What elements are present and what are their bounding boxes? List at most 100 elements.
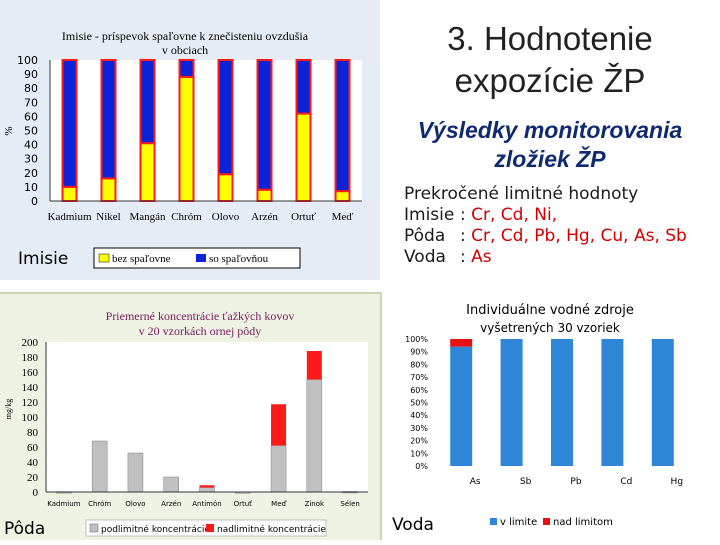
x-tick-label: Mangán (129, 211, 166, 223)
y-tick-label: 80 (24, 82, 38, 95)
bar-so-spalovnou (295, 59, 312, 115)
bar-podlimitne (163, 476, 179, 493)
imisie-chart: Imisie - príspevok spaľovne k znečisteni… (3, 29, 362, 269)
bar-v-limite (651, 339, 674, 466)
exceeded-row-values: Cr, Cd, Pb, Hg, Cu, As, Sb (471, 226, 687, 246)
bar-v-limite (500, 339, 523, 466)
x-tick-label: Kadmium (47, 500, 80, 508)
exceeded-limits-block: Prekročené limitné hodnoty Imisie: Cr, C… (404, 184, 714, 268)
y-tick-label: 20% (410, 437, 428, 446)
x-tick-label: Pb (570, 477, 581, 487)
bar-nadlimitne (199, 485, 215, 488)
exceeded-row-values: As (471, 247, 492, 267)
y-tick-label: 20 (27, 472, 39, 484)
bar-podlimitne (199, 487, 215, 493)
y-tick-label: 60% (410, 386, 428, 395)
corner-label: Voda (392, 515, 434, 535)
bar-nad-limitom (450, 339, 473, 347)
exceeded-row-voda: Voda: As (404, 247, 714, 268)
y-tick-label: 200 (22, 337, 39, 349)
x-tick-label: Sb (520, 477, 532, 487)
bar-podlimitne (270, 445, 287, 493)
bar-v-limite (601, 339, 624, 466)
x-tick-label: Hg (671, 477, 683, 487)
exceeded-row-poda: Pôda: Cr, Cd, Pb, Hg, Cu, As, Sb (404, 226, 714, 247)
y-tick-label: 40 (27, 457, 39, 469)
bar-so-spalovnou (178, 59, 195, 78)
y-tick-label: 10% (410, 449, 428, 458)
y-tick-label: 70% (410, 373, 428, 382)
chart-title: vyšetrených 30 vzoriek (480, 321, 620, 335)
y-tick-label: 100% (405, 335, 428, 344)
corner-label: Pôda (4, 519, 45, 539)
bar-so-spalovnou (256, 59, 273, 191)
x-tick-label: Olovo (125, 500, 145, 508)
bar-nadlimitne (271, 404, 287, 446)
bar-so-spalovnou (100, 59, 117, 180)
chart-title: v 20 vzorkách ornej pôdy (139, 324, 262, 338)
y-tick-label: 140 (22, 382, 39, 394)
bar-bez-spalovne (256, 188, 273, 203)
legend-swatch-gray (89, 523, 99, 533)
y-tick-label: 0% (415, 462, 428, 471)
x-tick-label: Cd (620, 477, 632, 487)
x-tick-label: Kadmium (48, 211, 92, 223)
chart-title: Individuálne vodné zdroje (466, 303, 634, 318)
bar-so-spalovnou (334, 59, 351, 193)
bar-bez-spalovne (61, 185, 78, 202)
chart-title: Priemerné koncentrácie ťažkých kovov (106, 309, 295, 323)
y-tick-label: 70 (24, 96, 38, 109)
corner-label: Imisie (18, 249, 68, 269)
x-tick-label: Chróm (88, 500, 111, 508)
exceeded-row-sep: : (460, 226, 466, 246)
y-axis-label: % (3, 126, 15, 135)
x-tick-label: Arzén (161, 500, 181, 508)
x-tick-label: Sélen (340, 500, 359, 508)
x-tick-label: Nikel (96, 211, 120, 223)
bar-so-spalovnou (61, 59, 78, 188)
x-tick-label: Ortuť (291, 211, 316, 223)
y-tick-label: 30 (24, 153, 38, 166)
chart-title: Imisie - príspevok spaľovne k znečisteni… (62, 29, 309, 43)
bar-bez-spalovne (178, 75, 195, 202)
bar-bez-spalovne (295, 112, 312, 202)
x-tick-label: Meď (332, 211, 354, 223)
y-tick-label: 90 (24, 68, 38, 81)
bar-v-limite (450, 346, 473, 466)
x-tick-label: Chróm (171, 211, 202, 223)
y-tick-label: 100 (17, 54, 38, 67)
legend-swatch-red (206, 524, 214, 532)
legend-label: so spaľovňou (209, 253, 269, 265)
page-title-line-1: 3. Hodnotenie (447, 20, 653, 57)
y-tick-label: 20 (24, 167, 38, 180)
poda-chart-panel: Priemerné koncentrácie ťažkých kovov v 20… (0, 292, 382, 540)
y-tick-label: 0 (31, 195, 38, 208)
y-tick-label: 0 (33, 487, 39, 499)
subtitle-line-2: zložiek ŽP (494, 146, 606, 172)
legend-swatch-yellow (98, 253, 110, 263)
bar-nadlimitne (306, 351, 322, 380)
legend-swatch-blue (196, 254, 206, 262)
legend-label: nad limitom (553, 517, 613, 528)
bar-bez-spalovne (100, 177, 117, 203)
bar-bez-spalovne (217, 173, 234, 203)
bar-bez-spalovne (334, 190, 351, 203)
x-tick-label: Zinok (305, 500, 325, 508)
exceeded-row-label: Pôda (404, 226, 446, 246)
bar-podlimitne (127, 452, 144, 493)
y-tick-label: 50 (24, 125, 38, 138)
y-tick-label: 90% (410, 348, 428, 357)
bar-podlimitne (306, 379, 323, 493)
y-tick-label: 100 (22, 412, 39, 424)
bar-so-spalovnou (139, 59, 156, 145)
x-tick-label: Meď (271, 500, 287, 508)
legend-swatch-red (543, 518, 550, 525)
y-tick-label: 160 (22, 367, 39, 379)
plot-area (50, 60, 362, 201)
y-tick-label: 30% (410, 424, 428, 433)
exceeded-row-sep: : (460, 205, 466, 225)
legend-label: bez spaľovne (112, 253, 171, 265)
voda-chart: Individuálne vodné zdroje vyšetrených 30 … (392, 303, 683, 535)
y-tick-label: 120 (22, 397, 39, 409)
y-tick-label: 180 (22, 352, 39, 364)
